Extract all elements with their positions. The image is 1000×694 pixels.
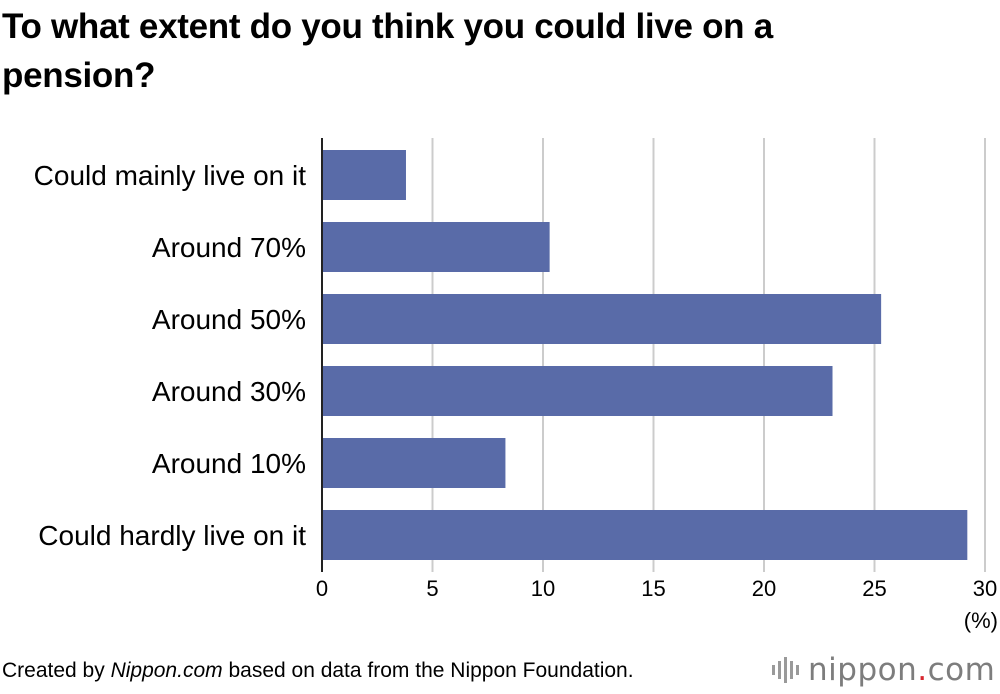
x-tick-label-10: 10 [531, 576, 555, 601]
bar-2 [322, 294, 882, 344]
x-axis-unit-label: (%) [964, 608, 998, 633]
logo-bars-icon [772, 657, 799, 683]
bar-4 [322, 438, 506, 488]
x-tick-label-30: 30 [973, 576, 997, 601]
x-tick-label-25: 25 [862, 576, 886, 601]
x-tick-label-20: 20 [752, 576, 776, 601]
category-label-0: Could mainly live on it [34, 160, 307, 191]
x-tick-label-5: 5 [426, 576, 438, 601]
footer-prefix: Created by [2, 659, 111, 682]
category-label-2: Around 50% [152, 304, 306, 335]
category-label-3: Around 30% [152, 376, 306, 407]
category-label-1: Around 70% [152, 232, 306, 263]
logo-name: nippon [808, 652, 918, 688]
bar-0 [322, 150, 406, 200]
bar-3 [322, 366, 833, 416]
x-tick-label-0: 0 [316, 576, 328, 601]
footer-suffix: based on data from the Nippon Foundation… [222, 659, 634, 682]
nippon-logo: nippon.com [772, 650, 995, 690]
x-tick-label-15: 15 [641, 576, 665, 601]
source-footer: Created by Nippon.com based on data from… [2, 656, 634, 686]
x-tick-labels: 0 5 10 15 20 25 30 [316, 576, 997, 601]
footer-source-name: Nippon.com [110, 659, 223, 682]
bars [322, 150, 968, 560]
bar-1 [322, 222, 550, 272]
logo-dot: . [917, 652, 928, 688]
chart-title: To what extent do you think you could li… [2, 7, 773, 95]
bar-5 [322, 510, 968, 560]
logo-tld: com [927, 652, 996, 688]
gridlines [431, 138, 986, 572]
bar-chart: Could mainly live on it Around 70% Around … [34, 138, 998, 633]
category-label-5: Could hardly live on it [38, 520, 306, 551]
logo-wordmark: nippon.com [808, 652, 995, 688]
category-labels: Could mainly live on it Around 70% Around … [34, 160, 307, 551]
category-label-4: Around 10% [152, 448, 306, 479]
